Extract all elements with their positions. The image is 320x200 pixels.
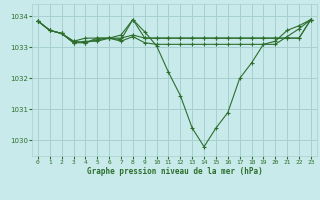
X-axis label: Graphe pression niveau de la mer (hPa): Graphe pression niveau de la mer (hPa) [86, 167, 262, 176]
